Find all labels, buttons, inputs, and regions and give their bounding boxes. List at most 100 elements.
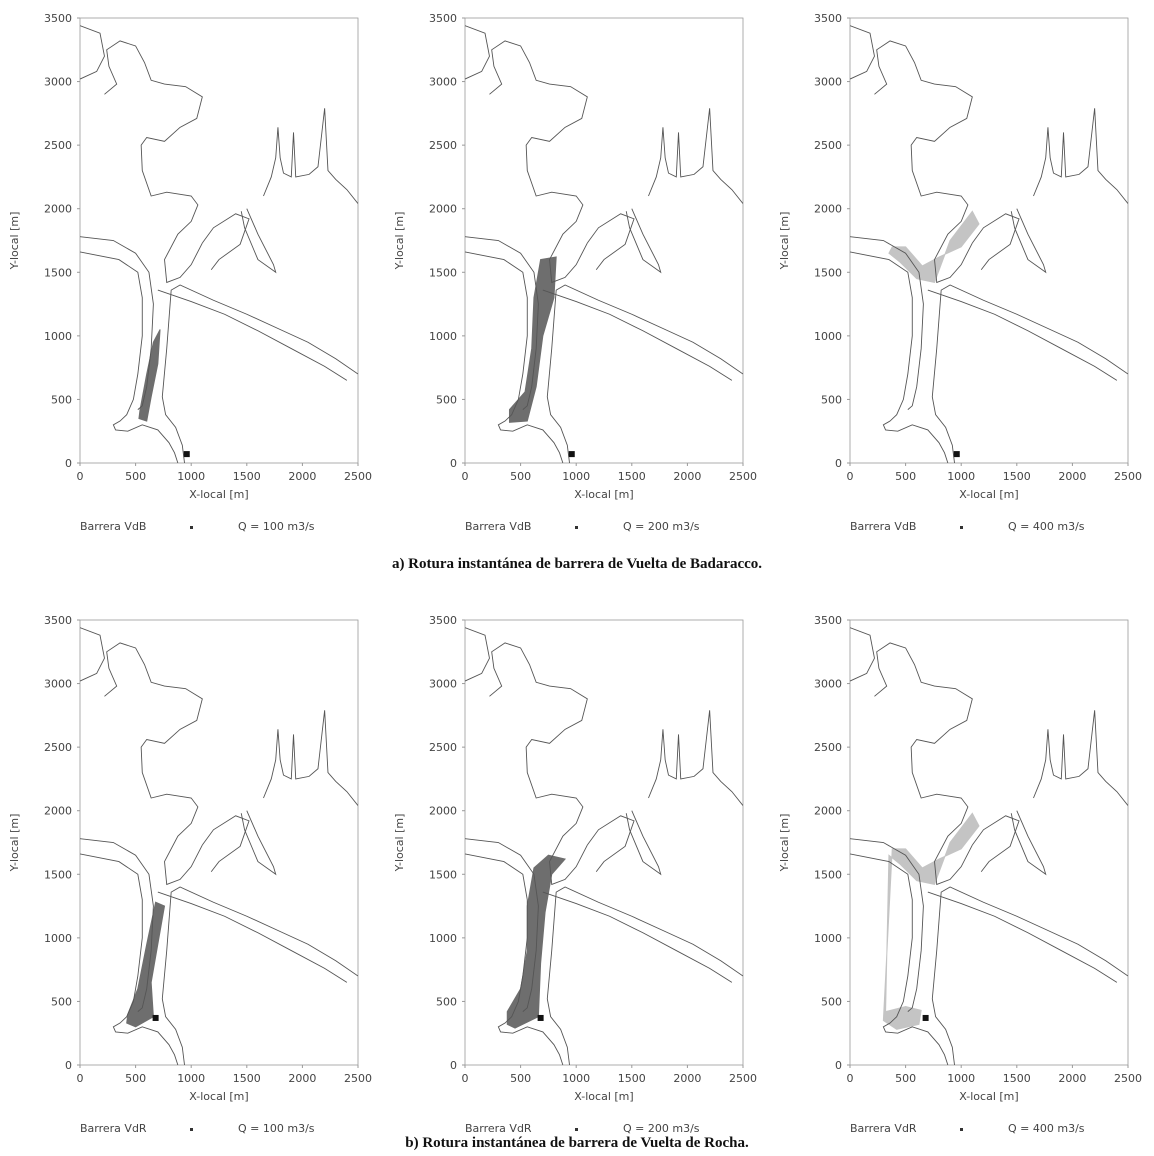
coastline — [850, 838, 924, 1012]
coastline — [546, 886, 743, 1065]
coastline — [971, 213, 1020, 271]
y-tick-label: 2000 — [429, 805, 457, 818]
coastline — [850, 251, 949, 463]
coastline — [489, 40, 588, 284]
map-panel-3: 0 500 1000 1500 2000 2500 3000 3500 0 500 1000 1500… — [770, 0, 1150, 533]
map-layer — [80, 627, 358, 1065]
y-tick-label: 500 — [436, 995, 457, 1008]
legend-barrier-label: Barrera VdB — [850, 520, 917, 533]
map-layer — [465, 627, 743, 1065]
x-tick-label: 0 — [847, 470, 854, 483]
y-tick-label: 2500 — [429, 139, 457, 152]
y-tick-label: 500 — [51, 393, 72, 406]
coastline — [104, 642, 203, 886]
y-axis-label: Y-local [m] — [393, 814, 406, 873]
map-plot: 0 500 1000 1500 2000 2500 3000 3500 0 500 1000 1500… — [8, 12, 372, 500]
coastline — [240, 810, 277, 876]
x-tick-label: 0 — [462, 1072, 469, 1085]
coastline — [80, 251, 179, 463]
y-tick-label: 500 — [51, 995, 72, 1008]
coastline — [465, 853, 564, 1065]
legend-marker-icon — [575, 1128, 578, 1131]
y-tick-label: 3000 — [814, 76, 842, 89]
y-tick-label: 0 — [835, 1059, 842, 1072]
coastline — [465, 236, 539, 410]
barrier-marker — [183, 451, 190, 458]
coastline — [586, 815, 635, 873]
coastline — [586, 213, 635, 271]
coastline — [1010, 208, 1047, 274]
y-axis-label: Y-local [m] — [8, 814, 21, 873]
y-tick-label: 2500 — [429, 741, 457, 754]
legend-marker-icon — [960, 526, 963, 529]
coastline — [546, 284, 743, 463]
x-axis-label: X-local [m] — [959, 1090, 1018, 1102]
legend-marker-icon — [575, 526, 578, 529]
x-tick-label: 1000 — [947, 470, 975, 483]
coastline — [157, 289, 348, 381]
map-panel-6: 0 500 1000 1500 2000 2500 3000 3500 0 500 1000 1500… — [770, 602, 1150, 1135]
x-tick-label: 500 — [125, 1072, 146, 1085]
coastline — [240, 208, 277, 274]
pollutant-plume — [126, 901, 166, 1028]
y-tick-label: 2000 — [814, 805, 842, 818]
coastline — [161, 886, 358, 1065]
y-tick-label: 3000 — [429, 678, 457, 691]
y-tick-label: 500 — [436, 393, 457, 406]
coastline — [104, 40, 203, 284]
legend-flow-label: Q = 100 m3/s — [238, 1122, 315, 1135]
y-tick-label: 3500 — [429, 614, 457, 627]
barrier-marker — [537, 1014, 544, 1021]
y-tick-label: 0 — [450, 1059, 457, 1072]
coastline — [161, 284, 358, 463]
coastline — [465, 627, 490, 682]
y-tick-label: 3000 — [44, 76, 72, 89]
y-tick-label: 2000 — [44, 805, 72, 818]
coastline — [1033, 108, 1128, 204]
coastline — [201, 815, 250, 873]
x-tick-label: 1500 — [233, 470, 261, 483]
legend-marker-icon — [190, 1128, 193, 1131]
x-tick-label: 2500 — [729, 1072, 757, 1085]
coastline — [157, 891, 348, 983]
y-tick-label: 3000 — [814, 678, 842, 691]
map-plot: 0 500 1000 1500 2000 2500 3000 3500 0 500 1000 1500… — [778, 12, 1142, 500]
y-tick-label: 0 — [450, 457, 457, 470]
x-tick-label: 1500 — [233, 1072, 261, 1085]
pollutant-plume — [882, 812, 980, 1030]
x-tick-label: 500 — [510, 470, 531, 483]
x-tick-label: 1000 — [562, 470, 590, 483]
plot-frame — [849, 17, 1129, 464]
y-tick-label: 0 — [835, 457, 842, 470]
y-tick-label: 3000 — [44, 678, 72, 691]
x-tick-label: 2000 — [1058, 1072, 1086, 1085]
y-tick-label: 3000 — [429, 76, 457, 89]
x-tick-label: 1000 — [562, 1072, 590, 1085]
x-tick-label: 2000 — [288, 470, 316, 483]
legend-barrier-label: Barrera VdR — [80, 1122, 147, 1135]
map-panel-2: 0 500 1000 1500 2000 2500 3000 3500 0 500 1000 1500… — [385, 0, 765, 533]
legend-flow-label: Q = 400 m3/s — [1008, 1122, 1085, 1135]
legend-flow-label: Q = 200 m3/s — [623, 520, 700, 533]
x-tick-label: 2000 — [673, 470, 701, 483]
pollutant-plume — [138, 329, 161, 422]
y-tick-label: 2500 — [44, 741, 72, 754]
barrier-marker — [152, 1014, 159, 1021]
map-layer — [850, 25, 1128, 463]
coastline — [263, 108, 358, 204]
coastline — [874, 40, 973, 284]
x-tick-label: 1000 — [177, 1072, 205, 1085]
x-tick-label: 0 — [77, 1072, 84, 1085]
coastline — [80, 853, 179, 1065]
legend-barrier-label: Barrera VdR — [850, 1122, 917, 1135]
x-tick-label: 2500 — [344, 1072, 372, 1085]
pollutant-plume — [508, 256, 557, 423]
coastline — [931, 284, 1128, 463]
x-axis-label: X-local [m] — [574, 1090, 633, 1102]
legend-barrier-label: Barrera VdB — [465, 520, 532, 533]
coastline — [201, 213, 250, 271]
legend-barrier-label: Barrera VdR — [465, 1122, 532, 1135]
x-tick-label: 1000 — [947, 1072, 975, 1085]
x-axis-label: X-local [m] — [189, 488, 248, 500]
pollutant-plume — [888, 210, 980, 284]
